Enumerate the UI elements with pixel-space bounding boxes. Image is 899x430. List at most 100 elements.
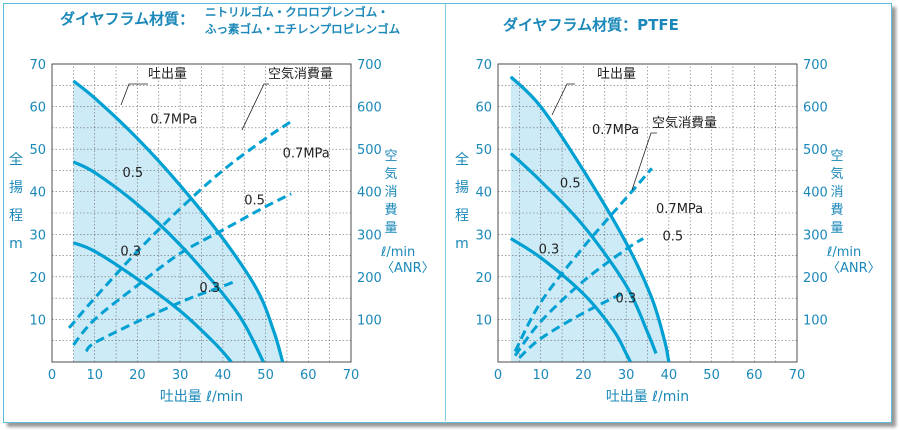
chart-title: ダイヤフラム材質： bbox=[60, 10, 194, 28]
discharge-curve-0.3 bbox=[72, 241, 233, 362]
chart-title: ダイヤフラム材質：PTFE bbox=[503, 16, 679, 34]
callout-discharge: 吐出量 bbox=[597, 67, 636, 82]
x-tick-label: 60 bbox=[300, 368, 317, 383]
series-label: 0.5 bbox=[662, 230, 683, 245]
y-right-tick-label: 600 bbox=[357, 101, 382, 116]
y-left-axis-label-char: 全 bbox=[455, 151, 469, 168]
plot-frame-1 bbox=[497, 63, 798, 363]
y-right-tick-label: 500 bbox=[357, 143, 382, 158]
y-right-axis-label-char: 費 bbox=[830, 203, 843, 218]
panel-divider bbox=[445, 3, 446, 421]
discharge-curve-0.7MPa bbox=[509, 75, 671, 362]
chart-title-material: ふっ素ゴム・エチレンプロピレンゴム bbox=[205, 22, 401, 36]
air-consumption-line-0.7MPa bbox=[513, 167, 653, 353]
series-label: 0.3 bbox=[615, 291, 636, 306]
y-right-tick-label: 300 bbox=[357, 228, 382, 243]
y-left-tick-label: 60 bbox=[475, 101, 492, 116]
series-label: 0.7MPa bbox=[656, 202, 703, 217]
x-tick-label: 70 bbox=[789, 368, 806, 383]
callout-leader bbox=[241, 83, 269, 131]
y-right-tick-label: 600 bbox=[803, 101, 828, 116]
y-right-axis-unit: 〈ANR〉 bbox=[381, 261, 435, 276]
series-label: 0.5 bbox=[122, 166, 143, 181]
y-right-tick-label: 700 bbox=[357, 58, 382, 73]
x-tick-label: 10 bbox=[86, 368, 103, 383]
x-tick-label: 50 bbox=[257, 368, 274, 383]
x-tick-label: 40 bbox=[215, 368, 232, 383]
y-left-axis-label-char: 程 bbox=[9, 208, 23, 224]
y-right-tick-label: 200 bbox=[357, 271, 382, 286]
y-left-axis-label-char: 揚 bbox=[9, 179, 23, 196]
air-consumption-line-0.3 bbox=[518, 290, 627, 359]
callout-air-consumption: 空気消費量 bbox=[652, 115, 717, 131]
series-label: 0.3 bbox=[539, 242, 560, 257]
y-left-tick-label: 70 bbox=[475, 58, 492, 73]
y-right-tick-label: 700 bbox=[803, 58, 828, 73]
callout-leader bbox=[551, 83, 575, 116]
plot-frame-0 bbox=[51, 63, 352, 363]
y-right-axis-label-char: 費 bbox=[384, 203, 397, 218]
y-left-axis-label-char: 揚 bbox=[455, 179, 469, 196]
callout-leader bbox=[631, 132, 657, 191]
x-tick-label: 30 bbox=[172, 368, 189, 383]
y-left-tick-label: 70 bbox=[29, 58, 46, 73]
y-right-tick-label: 100 bbox=[803, 313, 828, 328]
discharge-curve-0.5 bbox=[72, 160, 265, 362]
x-tick-label: 40 bbox=[661, 368, 678, 383]
series-label: 0.3 bbox=[199, 281, 220, 296]
x-tick-label: 10 bbox=[532, 368, 549, 383]
series-label: 0.7MPa bbox=[150, 113, 197, 128]
x-tick-label: 30 bbox=[618, 368, 635, 383]
y-right-axis-unit: ℓ/min bbox=[380, 245, 415, 260]
y-left-axis-label-char: 程 bbox=[455, 208, 469, 224]
y-left-tick-label: 40 bbox=[29, 186, 46, 201]
x-axis-label: 吐出量 ℓ/min bbox=[160, 389, 243, 405]
y-right-axis-label-char: 量 bbox=[830, 221, 843, 236]
y-left-axis-label-char: 全 bbox=[9, 151, 23, 168]
x-tick-label: 20 bbox=[575, 368, 592, 383]
series-label: 0.7MPa bbox=[283, 147, 330, 162]
y-right-axis-label-char: 空 bbox=[384, 149, 397, 164]
y-left-tick-label: 20 bbox=[475, 271, 492, 286]
callout-discharge: 吐出量 bbox=[148, 67, 187, 82]
y-right-axis-label-char: 気 bbox=[384, 166, 397, 182]
y-right-axis-unit: ℓ/min bbox=[826, 245, 861, 260]
y-right-tick-label: 400 bbox=[803, 186, 828, 201]
y-right-axis-label-char: 消 bbox=[384, 185, 397, 200]
discharge-curve-0.7MPa bbox=[72, 79, 285, 362]
chart-title-material: ニトリルゴム・クロロプレンゴム・ bbox=[205, 5, 389, 19]
y-right-axis-label-char: 気 bbox=[830, 166, 843, 182]
series-label: 0.5 bbox=[560, 176, 581, 191]
x-tick-label: 0 bbox=[494, 368, 502, 383]
y-right-tick-label: 100 bbox=[357, 313, 382, 328]
y-left-tick-label: 30 bbox=[475, 228, 492, 243]
x-tick-label: 60 bbox=[746, 368, 763, 383]
y-right-axis-unit: 〈ANR〉 bbox=[827, 261, 881, 276]
y-right-axis-label-char: 消 bbox=[830, 185, 843, 200]
y-right-tick-label: 400 bbox=[357, 186, 382, 201]
y-left-tick-label: 40 bbox=[475, 186, 492, 201]
discharge-curve-0.3 bbox=[509, 237, 632, 362]
x-axis-label: 吐出量 ℓ/min bbox=[606, 389, 689, 405]
y-right-tick-label: 300 bbox=[803, 228, 828, 243]
y-left-tick-label: 50 bbox=[475, 143, 492, 158]
y-left-tick-label: 50 bbox=[29, 143, 46, 158]
y-left-axis-label-char: m bbox=[455, 236, 469, 252]
x-tick-label: 50 bbox=[703, 368, 720, 383]
x-tick-label: 0 bbox=[48, 368, 56, 383]
x-tick-label: 20 bbox=[129, 368, 146, 383]
y-right-axis-label-char: 空 bbox=[830, 149, 843, 164]
callout-leader bbox=[120, 83, 148, 106]
y-left-tick-label: 30 bbox=[29, 228, 46, 243]
x-tick-label: 70 bbox=[343, 368, 360, 383]
operating-region-0 bbox=[73, 81, 283, 362]
y-right-tick-label: 500 bbox=[803, 143, 828, 158]
y-left-axis-label-char: m bbox=[9, 236, 23, 252]
callout-air-consumption: 空気消費量 bbox=[268, 66, 333, 82]
y-left-tick-label: 60 bbox=[29, 101, 46, 116]
air-consumption-line-0.5 bbox=[72, 192, 292, 346]
series-label: 0.7MPa bbox=[592, 123, 639, 138]
y-right-tick-label: 200 bbox=[803, 271, 828, 286]
